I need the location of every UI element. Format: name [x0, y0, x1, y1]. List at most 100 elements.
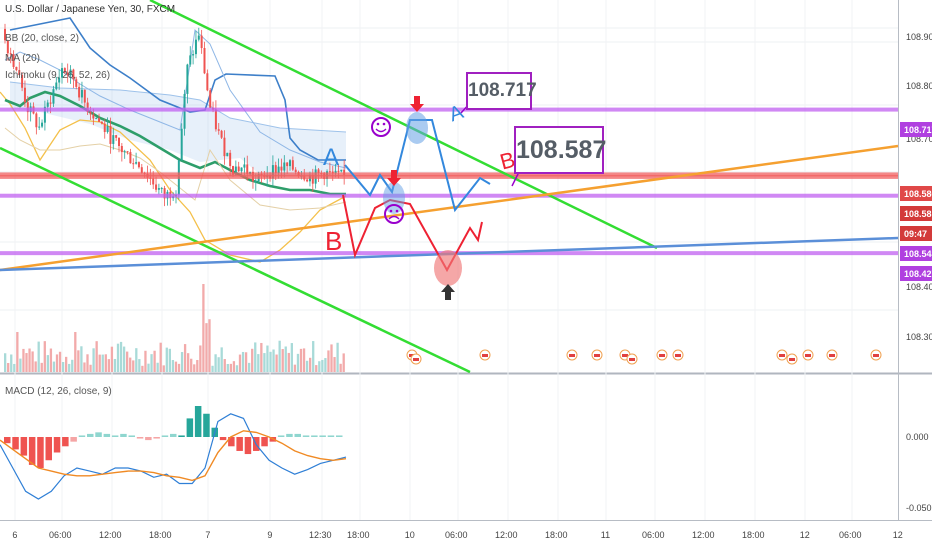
candle-body: [120, 145, 123, 153]
volume-bar: [52, 361, 56, 372]
macd-histogram-bar: [53, 437, 61, 453]
volume-bar: [330, 344, 333, 372]
volume-bar: [98, 354, 101, 372]
price-tag: 108.717: [900, 122, 932, 137]
price-tag-label: 09:47: [904, 229, 927, 239]
macd-histogram-bar: [203, 413, 210, 437]
volume-bar: [244, 352, 248, 372]
volume-bar: [83, 362, 86, 372]
time-tick-label: 12:30: [309, 530, 332, 540]
volume-bar: [305, 360, 309, 372]
macd-indicator-label[interactable]: MACD (12, 26, close, 9): [5, 386, 112, 397]
macd-histogram-bar: [302, 435, 310, 437]
candle-body: [200, 35, 203, 49]
target-b-box[interactable]: 108.587: [514, 126, 606, 174]
candle-body: [89, 111, 92, 115]
sad-face-eye: [395, 209, 399, 213]
bearish-scenario-path: [342, 194, 483, 273]
volume-bar: [339, 363, 342, 372]
candle-body: [137, 162, 140, 168]
macd-line: [0, 413, 347, 500]
volume-bar: [187, 353, 190, 372]
candle-body: [152, 178, 155, 185]
candle-body: [80, 89, 83, 98]
time-tick-label: 18:00: [742, 530, 765, 540]
price-tick-label: 108.700: [906, 134, 932, 144]
candle-body: [72, 69, 75, 80]
time-tick-label: 7: [205, 530, 210, 540]
candle-body: [66, 72, 69, 76]
candle-body: [115, 135, 118, 138]
macd-panel-bg: [0, 375, 898, 520]
event-flag-icon: [870, 349, 882, 361]
volume-bar: [193, 364, 196, 372]
volume-bar: [312, 341, 315, 372]
volume-bar: [241, 351, 245, 372]
event-flag-stripe: [779, 354, 785, 357]
ma-indicator-label[interactable]: MA (20): [5, 53, 41, 64]
macd-histogram-bar: [336, 435, 343, 437]
candle-body: [274, 165, 277, 174]
candle-body: [129, 152, 132, 164]
macd-tick-label: -0.050: [906, 503, 932, 513]
macd-histogram-bar: [95, 432, 102, 437]
price-level-line: [0, 193, 898, 198]
event-flag-stripe: [789, 358, 795, 361]
candle-body: [46, 102, 49, 107]
volume-bar: [159, 342, 162, 372]
macd-histogram-bar: [186, 418, 194, 437]
candle-body: [132, 163, 135, 165]
volume-bar: [74, 332, 77, 372]
event-flag-icon: [626, 353, 638, 365]
time-tick-label: 12:00: [495, 530, 518, 540]
volume-bar: [183, 344, 187, 372]
candle-body: [311, 174, 314, 184]
candle-body: [197, 35, 200, 40]
happy-face-mouth: [375, 128, 387, 133]
volume-bar: [71, 359, 74, 372]
macd-histogram-bar: [128, 435, 135, 437]
macd-histogram-bar: [87, 433, 94, 437]
volume-bar: [113, 358, 117, 372]
volume-bar: [202, 284, 205, 372]
happy-face-outline: [371, 117, 391, 137]
ichimoku-indicator-label[interactable]: Ichimoku (9, 26, 52, 26): [5, 70, 111, 81]
volume-bar: [104, 354, 107, 372]
macd-histogram-bar: [194, 406, 202, 437]
price-tag-label: 108.427: [904, 269, 932, 279]
macd-histogram-bar: [161, 435, 169, 437]
volume-bar: [153, 350, 156, 372]
volume-bar: [89, 364, 92, 372]
volume-bar: [211, 365, 214, 372]
macd-histogram-bar: [136, 437, 144, 439]
time-tick-label: 06:00: [642, 530, 665, 540]
volume-bar: [275, 354, 278, 372]
bb-indicator-label[interactable]: BB (20, close, 2): [5, 33, 79, 44]
volume-bar: [266, 345, 269, 372]
price-tag-label: 108.543: [904, 249, 932, 259]
candle-body: [217, 129, 220, 131]
volume-bar: [287, 352, 290, 372]
volume-bar: [95, 341, 98, 372]
volume-bar: [138, 359, 141, 372]
price-tag-label: 108.581: [904, 209, 932, 219]
volume-bar: [58, 351, 62, 372]
price-tag-bg: [900, 122, 932, 137]
volume-bar: [318, 361, 321, 372]
symbol-title: U.S. Dollar / Japanese Yen, 30, FXCM: [5, 4, 176, 15]
volume-bar: [296, 353, 300, 372]
macd-histogram-bar: [178, 435, 185, 437]
time-tick-label: 18:00: [347, 530, 370, 540]
time-tick-label: 12:00: [692, 530, 715, 540]
candle-body: [254, 181, 257, 183]
letter-b-label-2: B: [497, 147, 518, 175]
candle-body: [234, 166, 237, 175]
target-a-box[interactable]: 108.717: [466, 72, 537, 110]
candle-body: [15, 66, 18, 71]
happy-face-eye: [376, 122, 380, 126]
price-tag-bg: [900, 246, 932, 261]
volume-bar: [43, 341, 46, 372]
volume-bar: [77, 350, 80, 372]
